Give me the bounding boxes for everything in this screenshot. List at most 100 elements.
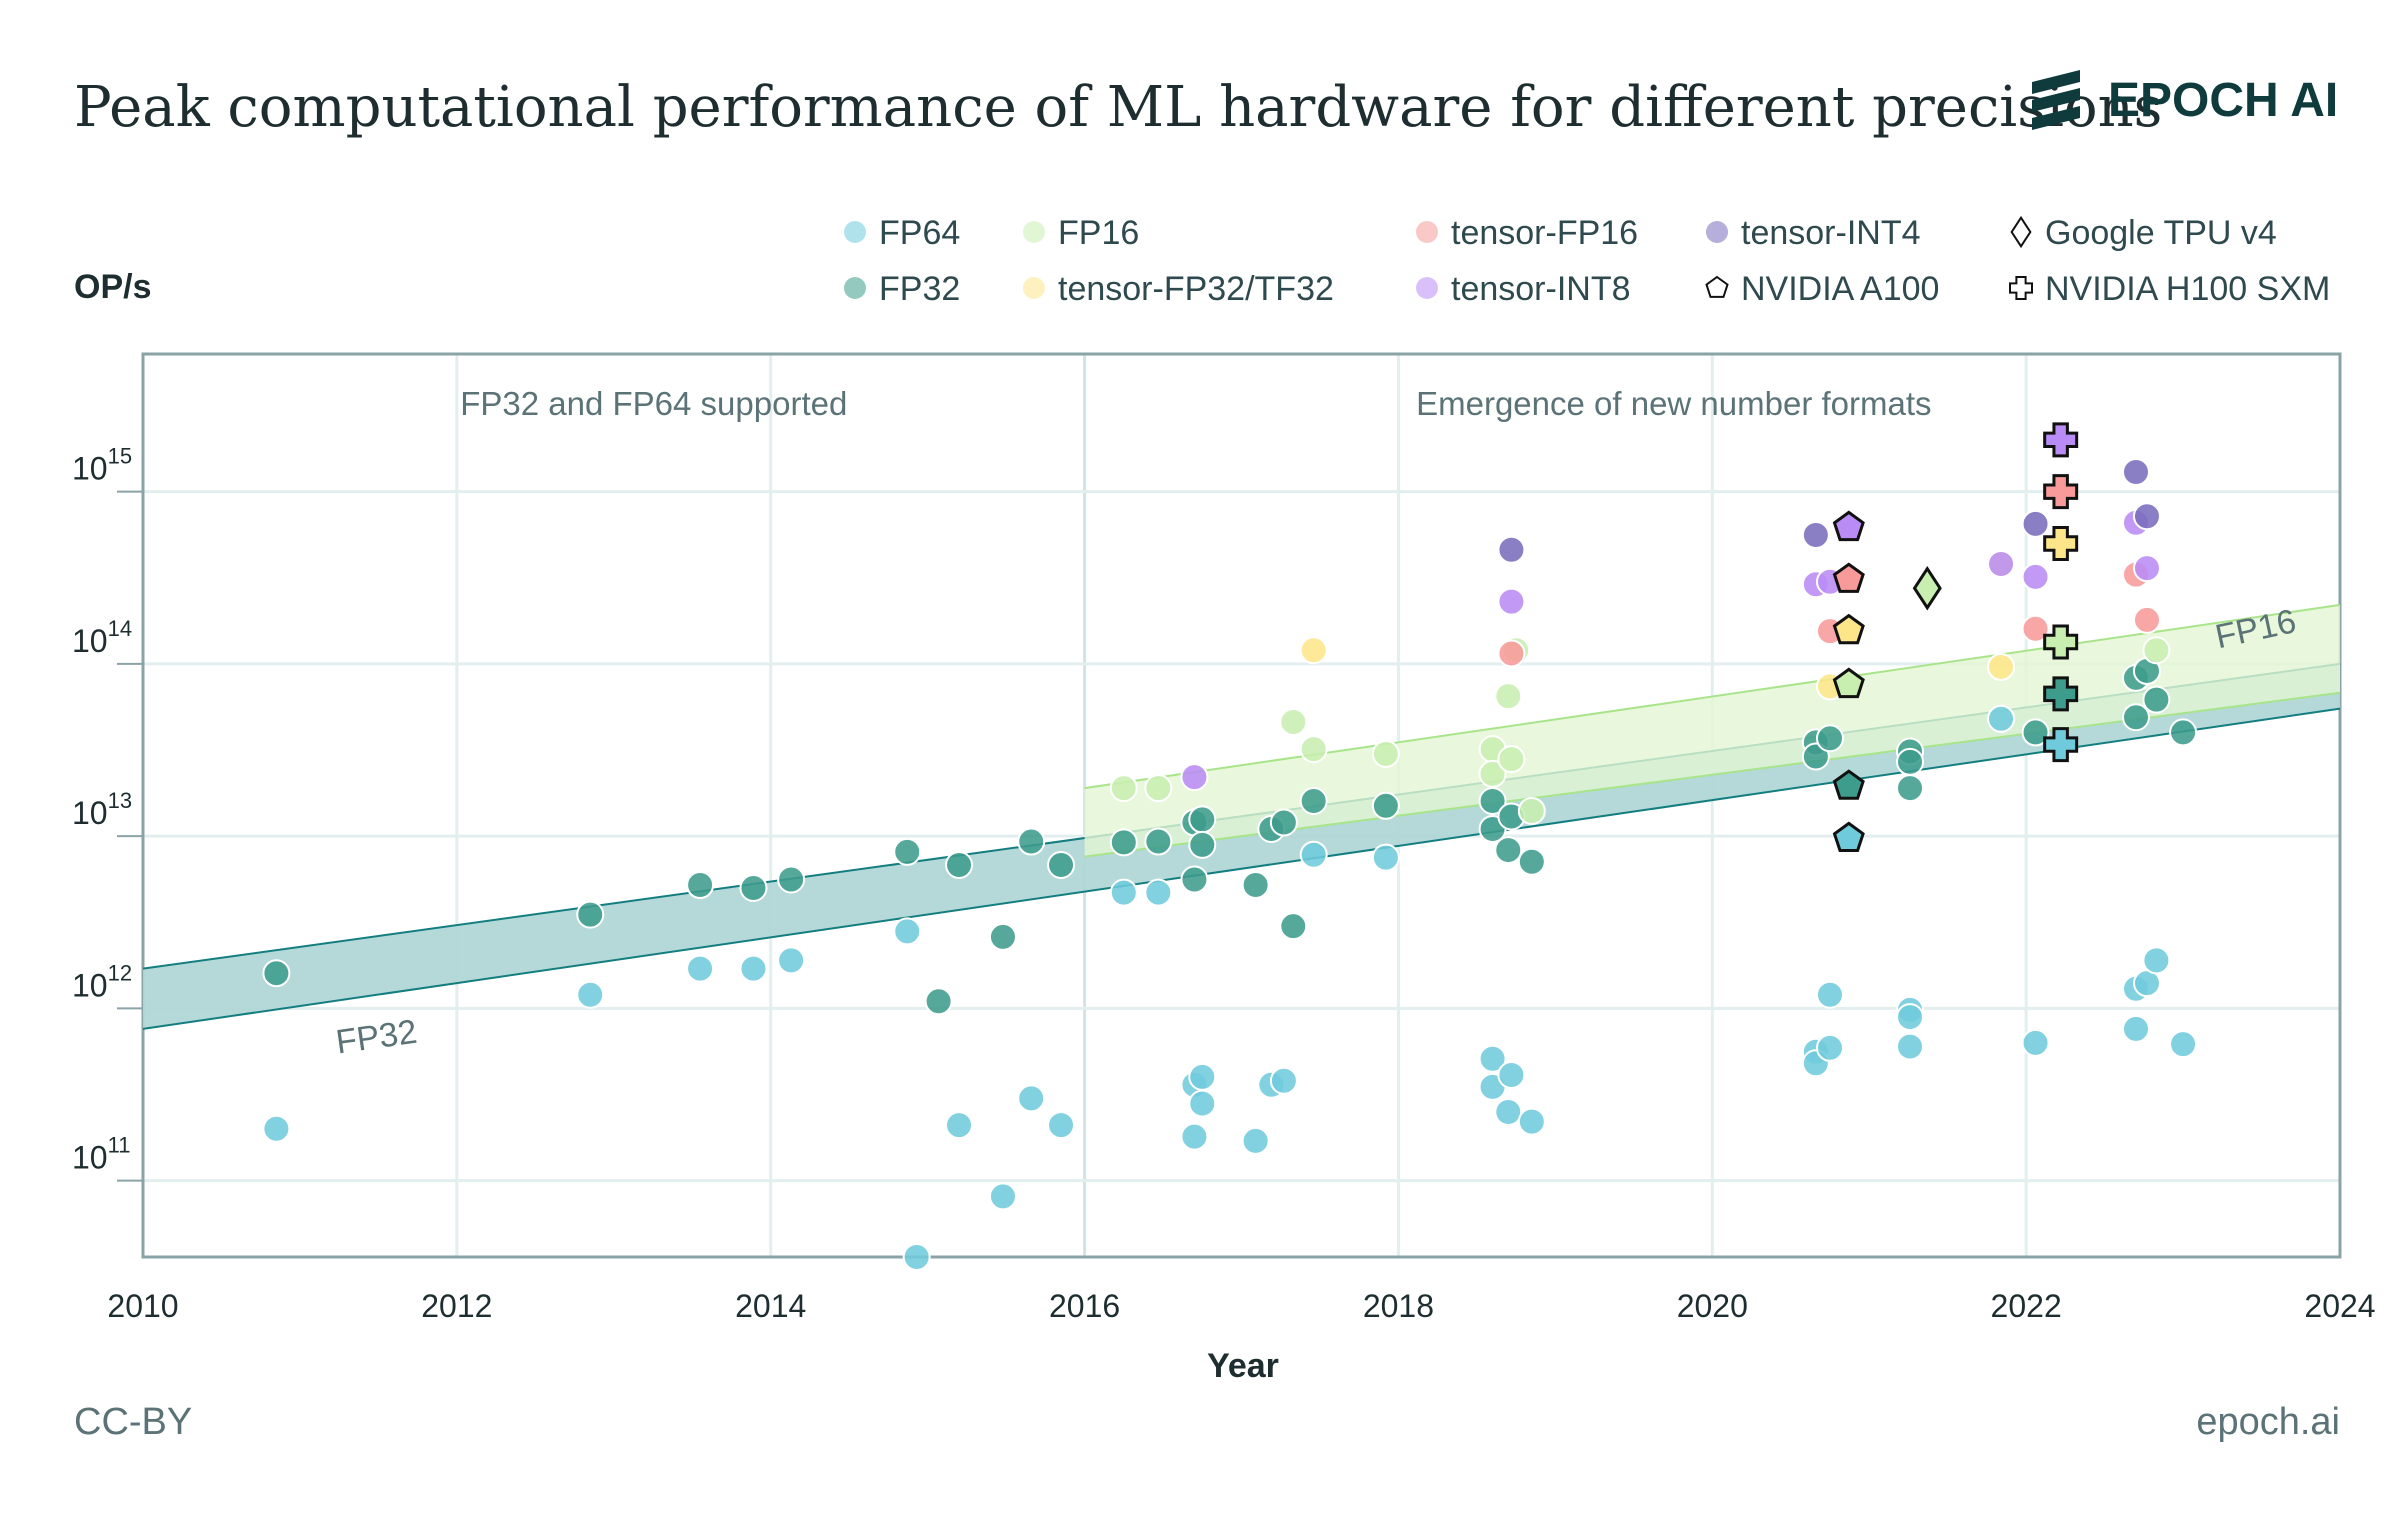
- data-point-tensor-int4: [1497, 535, 1526, 564]
- nvidia-h100-sxm-marker: [2043, 474, 2079, 510]
- legend-label: FP16: [1058, 214, 1139, 252]
- legend-pentagon-icon: [1705, 275, 1729, 298]
- data-point-tensor-fp32-tf32: [1987, 652, 2016, 681]
- data-point-tensor-int8: [2132, 554, 2161, 583]
- data-point-fp16: [1494, 682, 1523, 711]
- data-point-fp16: [2142, 636, 2171, 665]
- data-point-tensor-fp16: [2132, 605, 2161, 634]
- google-tpu-v4-marker: [1912, 565, 1942, 611]
- data-point-fp64: [2169, 1030, 2198, 1059]
- data-point-fp16: [1478, 759, 1507, 788]
- trend-lower-line: [142, 707, 2341, 1030]
- x-tick-label: 2024: [2304, 1288, 2375, 1324]
- data-point-tensor-int4: [1801, 521, 1830, 550]
- data-point-fp32: [1896, 774, 1925, 803]
- legend-label: NVIDIA A100: [1741, 270, 1939, 308]
- data-point-fp32: [1815, 724, 1844, 753]
- data-point-fp64: [1517, 1107, 1546, 1136]
- site-link[interactable]: epoch.ai: [2196, 1401, 2340, 1443]
- data-point-tensor-fp16: [1497, 639, 1526, 668]
- data-point-fp16: [1299, 735, 1328, 764]
- legend-swatch-icon: [1416, 277, 1438, 299]
- logo-text: EPOCH AI: [2108, 74, 2338, 127]
- x-tick-label: 2018: [1363, 1288, 1434, 1324]
- x-tick-label: 2010: [107, 1288, 178, 1324]
- y-tick-exponent: 15: [108, 444, 132, 469]
- data-point-tensor-int4: [2021, 509, 2050, 538]
- data-point-fp64: [1188, 1062, 1217, 1091]
- legend-diamond-icon: [2010, 215, 2032, 249]
- nvidia-a100-marker: [1832, 510, 1865, 542]
- nvidia-a100-marker: [1832, 613, 1865, 645]
- data-point-fp32: [1241, 871, 1270, 900]
- x-tick-label: 2014: [735, 1288, 806, 1324]
- data-point-fp16: [1109, 774, 1138, 803]
- data-point-fp64: [902, 1243, 931, 1271]
- data-point-fp64: [945, 1111, 974, 1140]
- data-point-tensor-int8: [1497, 587, 1526, 616]
- legend-label: tensor-INT4: [1741, 214, 1921, 252]
- y-tick-exponent: 13: [108, 788, 132, 813]
- data-point-fp32: [1109, 828, 1138, 857]
- legend-swatch-icon: [1023, 277, 1045, 299]
- data-point-fp64: [1497, 1061, 1526, 1090]
- nvidia-h100-sxm-marker: [2043, 624, 2079, 660]
- data-point-fp32: [893, 837, 922, 866]
- data-point-fp64: [1109, 878, 1138, 907]
- legend-label: tensor-INT8: [1451, 270, 1631, 308]
- data-point-tensor-fp32-tf32: [1299, 636, 1328, 665]
- data-point-fp64: [988, 1182, 1017, 1211]
- data-point-fp32: [1478, 786, 1507, 815]
- epoch-logo-icon: [2032, 70, 2080, 130]
- legend-label: Google TPU v4: [2045, 214, 2277, 252]
- plot-frame: [141, 352, 2342, 1259]
- legend-item: FP16: [1023, 214, 1139, 252]
- data-point-fp16: [1279, 707, 1308, 736]
- plot-area: 2010 2012 2014 2016 2018 2020 2022 202410111012…: [72, 352, 2376, 1324]
- legend-swatch-icon: [844, 277, 866, 299]
- data-point-fp64: [1144, 878, 1173, 907]
- data-point-fp32: [739, 873, 768, 902]
- data-point-fp64: [739, 954, 768, 983]
- data-point-fp64: [1017, 1084, 1046, 1113]
- legend-label: tensor-FP16: [1451, 214, 1638, 252]
- data-point-fp32: [2021, 718, 2050, 747]
- trend-upper-line: [1084, 603, 2341, 790]
- nvidia-h100-sxm-marker: [2043, 422, 2079, 458]
- legend-item: FP64: [844, 214, 960, 252]
- legend-item: tensor-INT4: [1706, 214, 1921, 252]
- data-point-tensor-int8: [2021, 562, 2050, 591]
- data-point-fp32: [1299, 786, 1328, 815]
- data-point-fp64: [1896, 1003, 1925, 1032]
- data-point-fp32: [262, 959, 291, 988]
- data-point-fp64: [576, 980, 605, 1009]
- nvidia-a100-marker: [1832, 769, 1865, 800]
- data-point-fp32: [1047, 850, 1076, 879]
- data-point-fp64: [893, 917, 922, 946]
- region-annotation: Emergence of new number formats: [1416, 385, 1931, 422]
- data-point-fp32: [1269, 808, 1298, 837]
- y-tick-exponent: 14: [108, 616, 132, 641]
- data-point-fp16: [1144, 774, 1173, 803]
- data-point-tensor-int8: [1180, 763, 1209, 792]
- data-point-tensor-int8: [1987, 550, 2016, 579]
- data-point-fp64: [2142, 946, 2171, 975]
- data-point-fp64: [1299, 840, 1328, 869]
- nvidia-a100-marker: [1832, 667, 1865, 699]
- data-point-fp64: [1180, 1122, 1209, 1151]
- data-point-fp16: [1497, 745, 1526, 774]
- legend-label: tensor-FP32/TF32: [1058, 270, 1334, 308]
- nvidia-h100-sxm-marker: [2043, 727, 2079, 763]
- data-point-fp32: [1017, 827, 1046, 856]
- region-annotation: FP32 and FP64 supported: [460, 385, 847, 422]
- data-point-fp32: [1188, 830, 1217, 859]
- data-point-fp32: [1279, 912, 1308, 941]
- legend-label: FP64: [879, 214, 960, 252]
- data-point-fp64: [1478, 1044, 1507, 1073]
- data-point-tensor-int4: [2121, 458, 2150, 487]
- data-point-fp64: [2121, 1014, 2150, 1043]
- data-point-fp16: [1371, 739, 1400, 768]
- legend-item: NVIDIA A100: [1705, 270, 1939, 308]
- trend-band-fp16: [1084, 604, 2340, 857]
